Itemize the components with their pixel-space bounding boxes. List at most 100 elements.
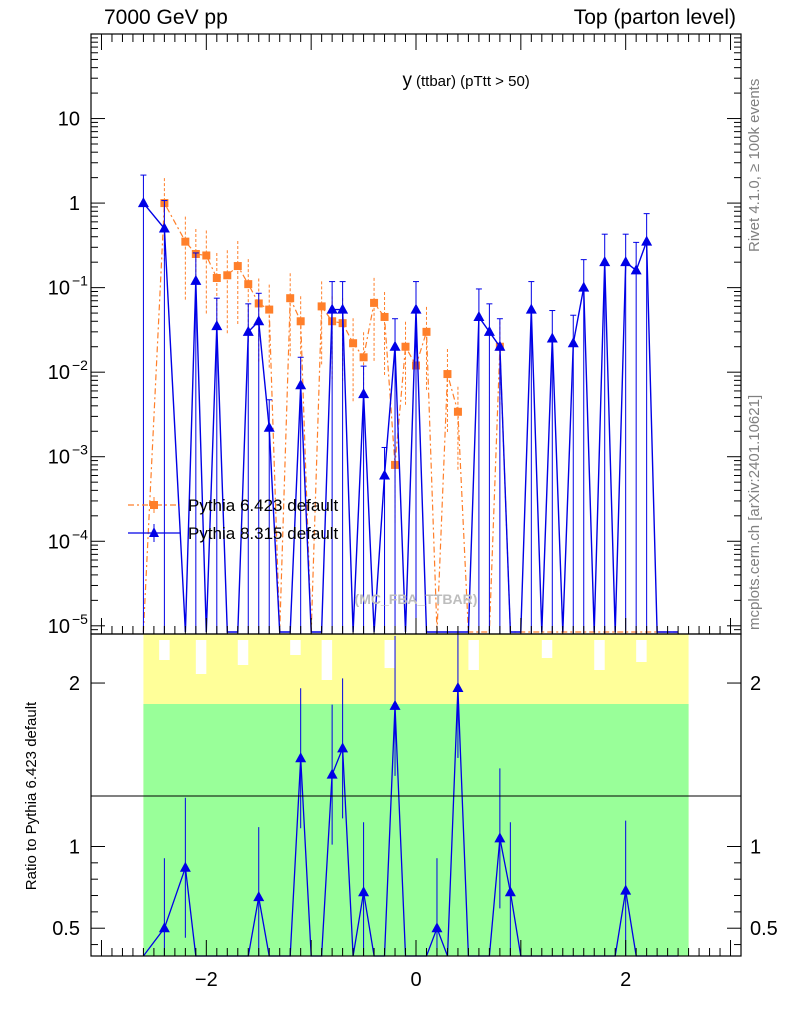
legend-label-pythia8: Pythia 8.315 default: [188, 524, 339, 543]
marker-pythia6: [422, 327, 431, 336]
marker-pythia6: [233, 262, 242, 271]
legend-marker-pythia6: [150, 501, 158, 509]
ratio-band-gap-5: [384, 640, 396, 668]
side-labels: mcplots.cern.ch [arXiv:2401.10621]: [746, 395, 776, 670]
marker-pythia6: [359, 353, 368, 362]
ratio-marker-pythia8: [431, 922, 443, 933]
y-tick-label: 10: [48, 362, 70, 384]
marker-pythia8: [137, 197, 149, 208]
y-tick-label: 10: [48, 278, 70, 300]
ratio-tick-label-left: 0.5: [52, 918, 80, 940]
ratio-band-gap-7: [541, 640, 553, 658]
header-energy-label: 7000 GeV pp: [104, 6, 228, 29]
ratio-tick-label-right: 0.5: [750, 918, 778, 940]
marker-pythia6: [317, 302, 326, 311]
marker-pythia6: [380, 312, 389, 321]
ratio-marker-pythia8: [452, 681, 464, 692]
series-pythia6: [142, 178, 679, 633]
marker-pythia6: [370, 298, 379, 307]
marker-pythia6: [349, 339, 358, 348]
x-tick-label: 2: [620, 969, 631, 991]
marker-pythia8: [494, 340, 506, 351]
y-tick-label-exponent: −3: [72, 442, 88, 458]
ratio-marker-pythia8: [620, 884, 632, 895]
ratio-band-gap-8: [594, 640, 605, 670]
ratio-marker-pythia8: [326, 768, 338, 779]
marker-pythia8: [546, 332, 558, 343]
rivet-label-wrap: Rivet 4.1.0, ≥ 100k events: [746, 79, 776, 288]
ratio-marker-pythia8: [358, 886, 370, 897]
y-tick-label: 10: [48, 616, 70, 638]
ratio-tick-label-left: 2: [69, 673, 80, 695]
ratio-marker-pythia8: [179, 861, 191, 872]
marker-pythia8: [211, 320, 223, 331]
legend-entry-pythia8: Pythia 8.315 default: [128, 524, 339, 543]
y-tick-label-exponent: −4: [72, 526, 88, 542]
marker-pythia8: [337, 303, 349, 314]
marker-pythia8: [473, 310, 485, 321]
ratio-tick-label-right: 2: [750, 673, 761, 695]
marker-pythia8: [242, 325, 254, 336]
marker-pythia8: [389, 340, 401, 351]
marker-pythia6: [223, 271, 232, 280]
marker-pythia8: [263, 421, 275, 432]
legend-marker-pythia8: [149, 527, 159, 537]
ratio-marker-pythia8: [389, 699, 401, 710]
marker-pythia8: [525, 303, 537, 314]
marker-pythia8: [410, 303, 422, 314]
ratio-marker-pythia8: [295, 752, 307, 763]
x-tick-label: −2: [195, 969, 218, 991]
ratio-axis-label: Ratio to Pythia 6.423 default: [23, 701, 40, 890]
ratio-marker-pythia8: [494, 832, 506, 843]
marker-pythia8: [483, 325, 495, 336]
chart-title-main: y: [403, 70, 413, 91]
series-pythia8: [137, 174, 679, 634]
marker-pythia6: [265, 305, 274, 314]
marker-pythia8: [620, 256, 632, 267]
marker-pythia6: [296, 317, 305, 326]
ratio-tick-label-left: 1: [69, 836, 80, 858]
marker-pythia8: [599, 256, 611, 267]
marker-pythia8: [578, 281, 590, 292]
y-tick-label: 10: [58, 109, 80, 131]
marker-pythia8: [326, 303, 338, 314]
ratio-band-gap-6: [468, 640, 479, 670]
ratio-marker-pythia8: [504, 886, 516, 897]
y-tick-label: 10: [48, 447, 70, 469]
marker-pythia6: [202, 251, 211, 260]
ratio-marker-pythia8: [253, 891, 265, 902]
ratio-tick-label-right: 1: [750, 836, 761, 858]
marker-pythia8: [630, 264, 642, 275]
legend: Pythia 6.423 default Pythia 8.315 defaul…: [128, 496, 339, 543]
ratio-band-gap-2: [237, 640, 249, 665]
marker-pythia6: [286, 294, 295, 303]
ratio-band-green: [143, 704, 689, 956]
marker-pythia8: [379, 469, 391, 480]
chart-title-sub: (ttbar) (pTtt > 50): [416, 73, 530, 90]
marker-pythia8: [358, 388, 370, 399]
marker-pythia8: [158, 222, 170, 233]
marker-pythia6: [443, 370, 452, 379]
ratio-band-gap-3: [290, 640, 301, 655]
header-process-label: Top (parton level): [573, 6, 736, 29]
marker-pythia8: [641, 235, 653, 246]
ratio-band-gap-1: [195, 640, 207, 674]
ratio-marker-pythia8: [158, 922, 170, 933]
legend-label-pythia6: Pythia 6.423 default: [188, 496, 339, 515]
x-tick-label: 0: [410, 969, 421, 991]
ratio-band-gap-9: [636, 640, 647, 662]
rivet-label: Rivet 4.1.0, ≥ 100k events: [746, 78, 763, 252]
ratio-band-gap-4: [321, 640, 333, 680]
marker-pythia6: [181, 237, 190, 246]
line-pythia8: [142, 202, 679, 633]
y-tick-label-exponent: −2: [72, 357, 88, 373]
legend-entry-pythia6: Pythia 6.423 default: [128, 496, 339, 515]
line-pythia6: [142, 200, 679, 633]
marker-pythia8: [190, 274, 202, 285]
ratio-band-gap-0: [159, 640, 170, 660]
y-tick-label-exponent: −1: [72, 273, 88, 289]
analysis-watermark: (MC_FBA_TTBAR): [355, 591, 478, 607]
marker-pythia8: [295, 379, 307, 390]
